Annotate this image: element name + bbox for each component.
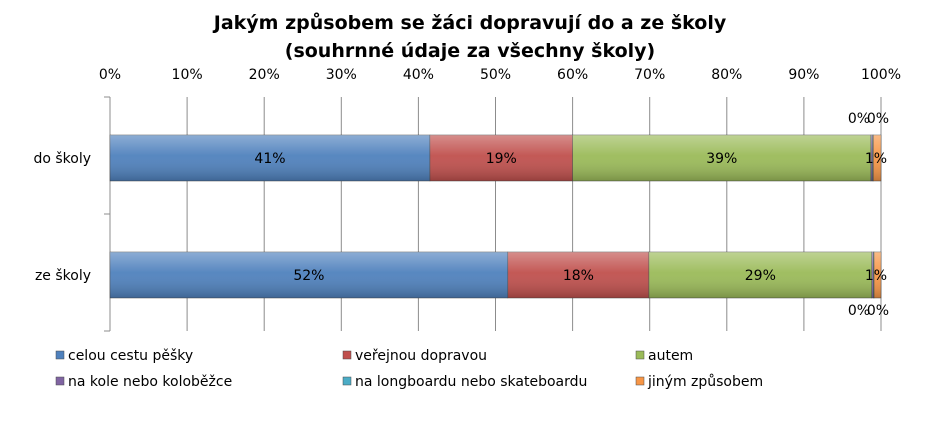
bar-segment-shading (572, 135, 871, 181)
data-label: 39% (706, 151, 737, 167)
legend-label: autem (648, 348, 693, 364)
bar-segment-shading (872, 135, 874, 181)
chart-title-line-2: (souhrnné údaje za všechny školy) (285, 40, 655, 62)
x-tick-label: 60% (557, 67, 588, 83)
legend-swatch (55, 376, 65, 386)
data-label: 19% (486, 151, 517, 167)
legend-label: jiným způsobem (647, 374, 763, 390)
data-label: 1% (865, 268, 887, 284)
x-tick-label: 10% (172, 67, 203, 83)
legend-swatch (342, 350, 352, 360)
category-label: do školy (33, 151, 91, 167)
legend-swatch (55, 350, 65, 360)
legend-swatch (635, 350, 645, 360)
bar-segment-shading (507, 252, 649, 298)
legend-label: celou cestu pěšky (68, 348, 193, 364)
x-tick-label: 90% (788, 67, 819, 83)
x-tick-label: 70% (634, 67, 665, 83)
bar-segment-shading (874, 252, 881, 298)
data-label: 0% (867, 303, 889, 319)
x-tick-label: 30% (326, 67, 357, 83)
data-label: 41% (254, 151, 285, 167)
chart-title-line-1: Jakým způsobem se žáci dopravují do a ze… (212, 11, 727, 34)
bar-segment-shading (873, 252, 875, 298)
legend-swatch (342, 376, 352, 386)
legend-label: na kole nebo koloběžce (68, 374, 232, 390)
category-label: ze školy (35, 268, 91, 284)
data-label: 29% (745, 268, 776, 284)
legend: celou cestu pěšky veřejnou dopravou autem n… (55, 348, 763, 390)
bar-segment-shading (871, 252, 874, 298)
legend-label: na longboardu nebo skateboardu (355, 374, 587, 390)
bar-segment-shading (648, 252, 872, 298)
data-labels: 41% 19% 39%0%0%1%52% 18% 29%0%0%1% (254, 111, 889, 319)
x-tick-label: 50% (480, 67, 511, 83)
bar-segment-shading (110, 252, 508, 298)
bar-segment-shading (429, 135, 573, 181)
bars (109, 134, 882, 299)
x-tick-label: 100% (861, 67, 901, 83)
data-label: 18% (563, 268, 594, 284)
x-tick-label: 80% (711, 67, 742, 83)
x-tick-label: 20% (249, 67, 280, 83)
data-label: 52% (293, 268, 324, 284)
data-label: 1% (865, 151, 887, 167)
legend-label: veřejnou dopravou (355, 348, 487, 364)
x-tick-label: 0% (99, 67, 121, 83)
data-label: 0% (848, 111, 870, 127)
bar-segment-shading (870, 135, 873, 181)
data-label: 0% (848, 303, 870, 319)
bar-segment-shading (110, 135, 430, 181)
legend-swatch (635, 376, 645, 386)
data-label: 0% (867, 111, 889, 127)
bar-segment-shading (873, 135, 881, 181)
x-tick-label: 40% (403, 67, 434, 83)
axes: 0% 10% 20% 30% 40% 50% 60% 70% 80% 90% 100% do škol… (33, 67, 901, 332)
